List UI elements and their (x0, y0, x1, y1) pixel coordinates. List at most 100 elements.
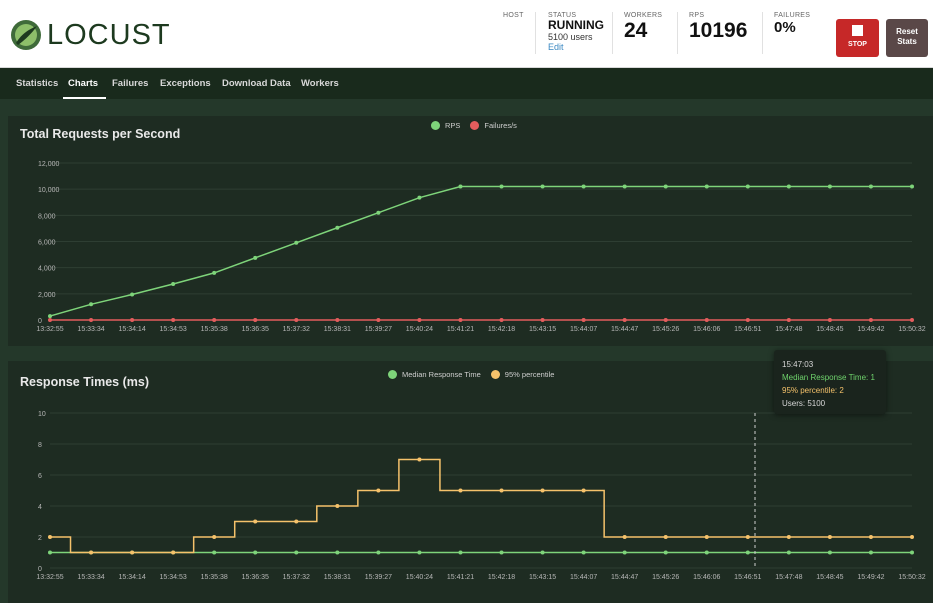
tab-exceptions[interactable]: Exceptions (160, 78, 211, 89)
failures-value: 0% (774, 19, 796, 36)
x-tick-label: 15:38:31 (324, 574, 351, 581)
workers-label: WORKERS (624, 12, 663, 19)
data-point (294, 240, 299, 245)
data-point (48, 314, 52, 319)
rps-stat: RPS 10196 (689, 12, 747, 43)
data-point (253, 255, 258, 260)
data-point (89, 302, 94, 307)
data-point (253, 550, 258, 555)
divider (612, 12, 613, 54)
data-point (48, 318, 52, 322)
host-label: HOST (503, 12, 524, 19)
x-tick-label: 13:32:55 (36, 574, 63, 581)
x-tick-label: 15:35:38 (201, 574, 228, 581)
legend-rps[interactable]: RPS (445, 121, 461, 130)
data-point (499, 488, 504, 493)
data-point (704, 184, 709, 189)
x-tick-label: 15:41:21 (447, 326, 474, 333)
data-point (253, 318, 258, 322)
x-tick-label: 15:50:32 (898, 326, 925, 333)
x-tick-label: 15:43:15 (529, 574, 556, 581)
legend-percentile[interactable]: 95% percentile (504, 370, 555, 379)
x-tick-label: 15:39:27 (365, 326, 392, 333)
data-point (294, 550, 299, 555)
data-point (581, 488, 586, 493)
edit-users-link[interactable]: Edit (548, 42, 564, 52)
data-point (827, 550, 832, 555)
legend-dot-median (388, 370, 397, 379)
rps-chart-legend: RPS Failures/s (431, 121, 527, 130)
legend-dot-rps (431, 121, 440, 130)
locust-logo: LOCUST (10, 19, 171, 51)
data-point (130, 292, 135, 297)
logo-text: LOCUST (47, 19, 171, 51)
data-point (786, 550, 791, 555)
host-stat: HOST (503, 12, 524, 19)
data-point (868, 535, 873, 539)
tooltip-median: Median Response Time: 1 (782, 373, 875, 382)
data-point (171, 550, 176, 555)
data-point (499, 550, 504, 555)
x-tick-label: 15:38:31 (324, 326, 351, 333)
data-point (704, 535, 709, 539)
tooltip-percentile: 95% percentile: 2 (782, 386, 844, 395)
tooltip-time: 15:47:03 (782, 360, 814, 369)
y-tick-label: 12,000 (38, 161, 60, 168)
data-point (910, 184, 914, 189)
data-point (48, 550, 52, 555)
x-tick-label: 15:41:21 (447, 574, 474, 581)
x-tick-label: 15:39:27 (365, 574, 392, 581)
data-point (786, 184, 791, 189)
data-point (335, 504, 340, 508)
data-point (910, 535, 914, 539)
data-point (417, 318, 422, 322)
x-tick-label: 15:48:45 (816, 574, 843, 581)
data-point (745, 550, 750, 555)
data-point (171, 282, 176, 287)
data-point (827, 535, 832, 539)
divider (535, 12, 536, 54)
x-tick-label: 15:44:07 (570, 326, 597, 333)
legend-median[interactable]: Median Response Time (402, 370, 481, 379)
data-point (212, 270, 217, 275)
tab-workers[interactable]: Workers (301, 78, 339, 89)
stop-button[interactable]: STOP (836, 19, 879, 57)
data-point (704, 318, 709, 322)
y-tick-label: 2 (38, 535, 42, 542)
tab-failures[interactable]: Failures (112, 78, 149, 89)
x-tick-label: 15:46:06 (693, 326, 720, 333)
y-tick-label: 8 (38, 442, 42, 449)
data-point (130, 318, 135, 322)
reset-stats-button[interactable]: Reset Stats (886, 19, 928, 57)
data-point (581, 550, 586, 555)
tab-statistics[interactable]: Statistics (16, 78, 59, 89)
x-tick-label: 15:49:42 (857, 574, 884, 581)
data-point (417, 195, 422, 200)
series-line-0 (49, 185, 912, 317)
divider (677, 12, 678, 54)
y-tick-label: 10,000 (38, 187, 60, 194)
x-tick-label: 15:42:18 (488, 574, 515, 581)
data-point (786, 318, 791, 322)
x-tick-label: 15:42:18 (488, 326, 515, 333)
data-point (622, 535, 627, 539)
data-point (827, 184, 832, 189)
data-point (212, 550, 217, 555)
x-tick-label: 15:45:26 (652, 326, 679, 333)
data-point (868, 550, 873, 555)
x-tick-label: 15:47:48 (775, 326, 802, 333)
tab-download-data[interactable]: Download Data (222, 78, 291, 89)
tab-charts[interactable]: Charts (68, 78, 99, 89)
y-tick-label: 0 (38, 318, 42, 325)
stop-label: STOP (848, 41, 867, 48)
chart-tooltip: 15:47:03 Median Response Time: 1 95% per… (774, 350, 886, 414)
data-point (540, 318, 545, 322)
y-tick-label: 6,000 (38, 240, 56, 247)
status-users: 5100 users (548, 32, 593, 42)
legend-failures[interactable]: Failures/s (484, 121, 517, 130)
data-point (458, 184, 463, 189)
rps-chart-panel: Total Requests per Second RPS Failures/s (8, 116, 933, 346)
x-tick-label: 15:44:47 (611, 326, 638, 333)
data-point (540, 488, 545, 493)
